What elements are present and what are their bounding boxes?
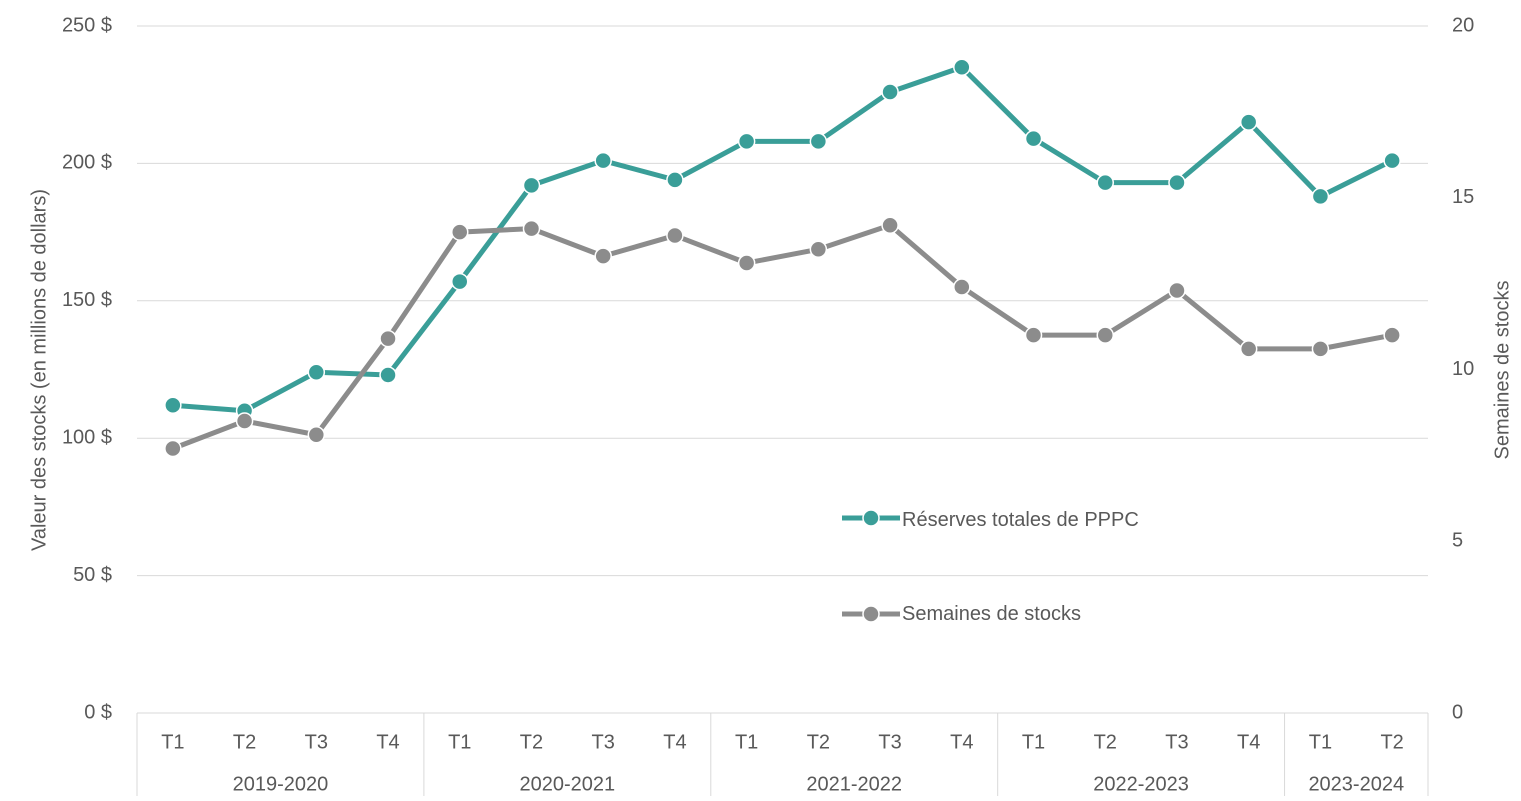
marker (1096, 326, 1114, 344)
y2-tick-label: 10 (1452, 358, 1474, 380)
marker (881, 83, 899, 101)
legend-label: Semaines de stocks (902, 603, 1081, 625)
x-tick-label: T1 (161, 731, 184, 753)
y2-tick-label: 5 (1452, 530, 1463, 552)
y-tick-label: 200 $ (62, 152, 112, 174)
x-tick-label: T2 (807, 731, 830, 753)
marker (379, 366, 397, 384)
marker (953, 278, 971, 296)
marker (1168, 173, 1186, 192)
marker (1383, 151, 1401, 170)
x-tick-label: T1 (735, 731, 758, 753)
marker (881, 216, 899, 234)
legend-label: Réserves totales de PPPC (902, 509, 1139, 531)
marker (235, 412, 254, 430)
x-tick-label: T2 (1094, 731, 1117, 753)
x-tick-label: T3 (592, 731, 615, 753)
x-tick-label: T2 (233, 731, 256, 753)
marker (164, 439, 182, 458)
marker (1024, 326, 1043, 344)
marker (1239, 113, 1258, 131)
marker (307, 363, 326, 381)
marker (522, 176, 541, 195)
marker (809, 132, 828, 151)
marker (451, 223, 469, 241)
x-tick-label: T1 (1309, 731, 1332, 753)
x-tick-label: T1 (448, 731, 471, 753)
marker (522, 219, 541, 238)
y2-axis-label: Semaines de stocks (1491, 281, 1513, 460)
marker (809, 240, 828, 259)
marker (451, 272, 469, 291)
marker (379, 329, 397, 348)
marker (1311, 187, 1330, 206)
x-tick-label: T2 (520, 731, 543, 753)
legend-marker (862, 605, 880, 623)
marker (307, 426, 326, 444)
y-tick-label: 50 $ (73, 564, 112, 586)
marker (1024, 129, 1043, 148)
y-axis-label: Valeur des stocks (en millions de dollar… (28, 189, 50, 551)
marker (164, 396, 182, 414)
y-tick-label: 0 $ (84, 701, 112, 723)
group-label: 2021-2022 (806, 773, 902, 795)
x-tick-label: T1 (1022, 731, 1045, 753)
y2-tick-label: 20 (1452, 14, 1474, 36)
marker (1311, 340, 1330, 358)
group-label: 2023-2024 (1308, 773, 1404, 795)
marker (1096, 173, 1114, 192)
marker (737, 254, 756, 272)
group-label: 2019-2020 (233, 773, 329, 795)
x-tick-label: T4 (376, 731, 399, 753)
y-tick-label: 250 $ (62, 14, 112, 36)
y2-tick-label: 0 (1452, 701, 1463, 723)
legend-marker (862, 509, 880, 527)
marker (594, 247, 612, 265)
series-line (171, 222, 1393, 451)
marker (1168, 281, 1186, 300)
marker (666, 171, 684, 189)
series-line (172, 64, 1394, 414)
x-tick-label: T4 (1237, 731, 1260, 753)
x-tick-label: T3 (878, 731, 901, 753)
x-tick-label: T3 (305, 731, 328, 753)
marker (594, 151, 612, 170)
group-label: 2022-2023 (1093, 773, 1189, 795)
x-tick-label: T3 (1165, 731, 1188, 753)
x-tick-label: T2 (1380, 731, 1403, 753)
group-label: 2020-2021 (520, 773, 616, 795)
marker (1383, 326, 1401, 344)
marker (1239, 340, 1258, 358)
marker (737, 132, 756, 151)
y2-tick-label: 15 (1452, 186, 1474, 208)
x-tick-label: T4 (663, 731, 686, 753)
marker (666, 226, 684, 245)
marker (953, 58, 971, 76)
y-tick-label: 100 $ (62, 426, 112, 448)
y-tick-label: 150 $ (62, 289, 112, 311)
x-tick-label: T4 (950, 731, 973, 753)
